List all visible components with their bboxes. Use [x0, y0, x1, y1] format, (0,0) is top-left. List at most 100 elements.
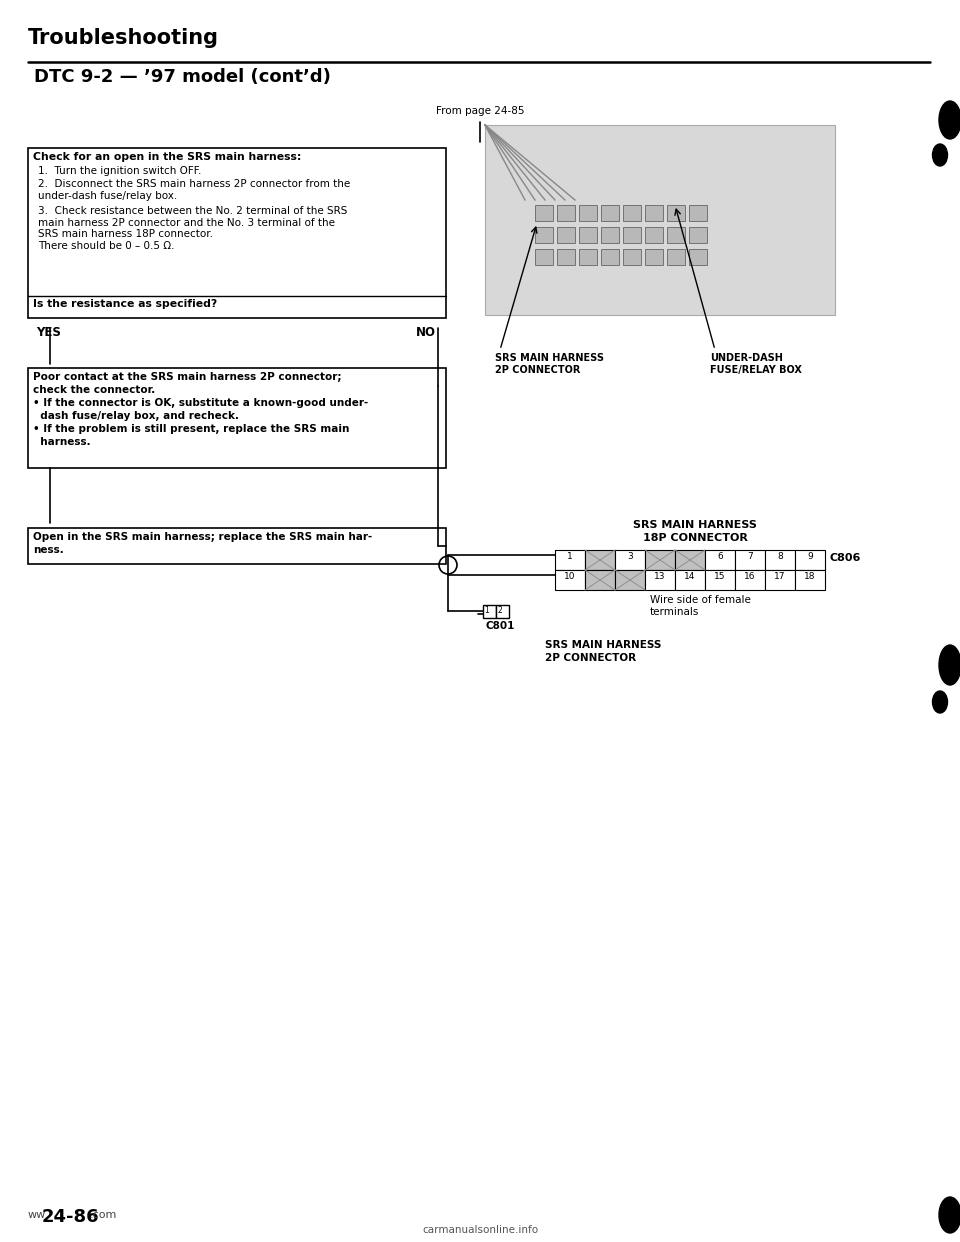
Text: YES: YES: [36, 325, 60, 339]
Bar: [585, 570, 615, 590]
Bar: [483, 605, 496, 619]
Text: 2.  Disconnect the SRS main harness 2P connector from the
under-dash fuse/relay : 2. Disconnect the SRS main harness 2P co…: [38, 179, 350, 201]
Text: harness.: harness.: [33, 437, 90, 447]
Bar: [557, 205, 575, 221]
Bar: [645, 248, 663, 265]
Ellipse shape: [939, 645, 960, 686]
Bar: [645, 205, 663, 221]
Text: • If the problem is still present, replace the SRS main: • If the problem is still present, repla…: [33, 424, 349, 433]
Bar: [623, 248, 641, 265]
Bar: [615, 570, 645, 590]
Text: C806: C806: [829, 553, 860, 563]
Text: 9: 9: [807, 551, 813, 561]
Text: Check for an open in the SRS main harness:: Check for an open in the SRS main harnes…: [33, 152, 301, 161]
Text: 2P CONNECTOR: 2P CONNECTOR: [545, 653, 636, 663]
Text: 1.  Turn the ignition switch OFF.: 1. Turn the ignition switch OFF.: [38, 166, 202, 176]
Text: SRS MAIN HARNESS: SRS MAIN HARNESS: [633, 520, 756, 530]
Ellipse shape: [932, 144, 948, 166]
Text: Troubleshooting: Troubleshooting: [28, 29, 219, 48]
Bar: [535, 227, 553, 243]
Text: .com: .com: [90, 1210, 117, 1220]
Bar: [667, 205, 685, 221]
Text: check the connector.: check the connector.: [33, 385, 156, 395]
Bar: [585, 550, 615, 570]
Text: 2: 2: [497, 606, 502, 615]
Bar: [601, 227, 619, 243]
Bar: [675, 570, 705, 590]
Bar: [705, 550, 735, 570]
Text: NO: NO: [416, 325, 436, 339]
Bar: [623, 227, 641, 243]
Text: FUSE/RELAY BOX: FUSE/RELAY BOX: [710, 365, 802, 375]
Text: Is the resistance as specified?: Is the resistance as specified?: [33, 299, 217, 309]
Text: 7: 7: [747, 551, 753, 561]
Bar: [735, 570, 765, 590]
Text: dash fuse/relay box, and recheck.: dash fuse/relay box, and recheck.: [33, 411, 239, 421]
Ellipse shape: [939, 1197, 960, 1233]
Bar: [689, 248, 707, 265]
Text: 13: 13: [655, 573, 665, 581]
Text: 1: 1: [567, 551, 573, 561]
Text: Poor contact at the SRS main harness 2P connector;: Poor contact at the SRS main harness 2P …: [33, 373, 342, 383]
Bar: [705, 570, 735, 590]
Bar: [535, 205, 553, 221]
Bar: [535, 248, 553, 265]
Text: 3: 3: [627, 551, 633, 561]
Bar: [765, 550, 795, 570]
Bar: [601, 205, 619, 221]
Text: 3.  Check resistance between the No. 2 terminal of the SRS
main harness 2P conne: 3. Check resistance between the No. 2 te…: [38, 206, 348, 251]
Ellipse shape: [939, 101, 960, 139]
Bar: [667, 248, 685, 265]
Bar: [667, 227, 685, 243]
Bar: [675, 550, 705, 570]
Bar: [689, 205, 707, 221]
Text: 1: 1: [484, 606, 489, 615]
Text: 6: 6: [717, 551, 723, 561]
Bar: [795, 570, 825, 590]
Bar: [623, 205, 641, 221]
Text: • If the connector is OK, substitute a known-good under-: • If the connector is OK, substitute a k…: [33, 397, 369, 409]
Text: C801: C801: [485, 621, 515, 631]
Text: 18: 18: [804, 573, 816, 581]
Text: 15: 15: [714, 573, 726, 581]
Text: 2P CONNECTOR: 2P CONNECTOR: [495, 365, 581, 375]
Text: From page 24-85: From page 24-85: [436, 106, 524, 116]
Text: DTC 9-2 — ’97 model (cont’d): DTC 9-2 — ’97 model (cont’d): [34, 68, 331, 86]
Text: ness.: ness.: [33, 545, 63, 555]
Bar: [735, 550, 765, 570]
Bar: [28, 368, 446, 468]
Bar: [615, 550, 645, 570]
Bar: [645, 550, 675, 570]
Text: 24-86: 24-86: [42, 1208, 100, 1226]
Bar: [645, 227, 663, 243]
Bar: [557, 227, 575, 243]
Bar: [689, 227, 707, 243]
Bar: [795, 550, 825, 570]
Bar: [579, 248, 597, 265]
Text: 14: 14: [684, 573, 696, 581]
Text: 18P CONNECTOR: 18P CONNECTOR: [642, 533, 748, 543]
Ellipse shape: [932, 691, 948, 713]
Text: Open in the SRS main harness; replace the SRS main har-: Open in the SRS main harness; replace th…: [33, 532, 372, 542]
Bar: [28, 148, 446, 318]
Bar: [555, 550, 585, 570]
Bar: [555, 570, 585, 590]
Bar: [579, 205, 597, 221]
Bar: [485, 125, 835, 315]
Bar: [645, 570, 675, 590]
Bar: [579, 227, 597, 243]
Text: 17: 17: [775, 573, 785, 581]
Text: SRS MAIN HARNESS: SRS MAIN HARNESS: [545, 640, 661, 650]
Bar: [28, 528, 446, 564]
Text: carmanualsonline.info: carmanualsonline.info: [422, 1225, 538, 1235]
Text: 10: 10: [564, 573, 576, 581]
Bar: [601, 248, 619, 265]
Text: ww: ww: [28, 1210, 46, 1220]
Text: Wire side of female
terminals: Wire side of female terminals: [650, 595, 751, 616]
Text: 16: 16: [744, 573, 756, 581]
Text: UNDER-DASH: UNDER-DASH: [710, 353, 782, 363]
Text: 8: 8: [778, 551, 782, 561]
Bar: [765, 570, 795, 590]
Text: SRS MAIN HARNESS: SRS MAIN HARNESS: [495, 353, 604, 363]
Bar: [496, 605, 509, 619]
